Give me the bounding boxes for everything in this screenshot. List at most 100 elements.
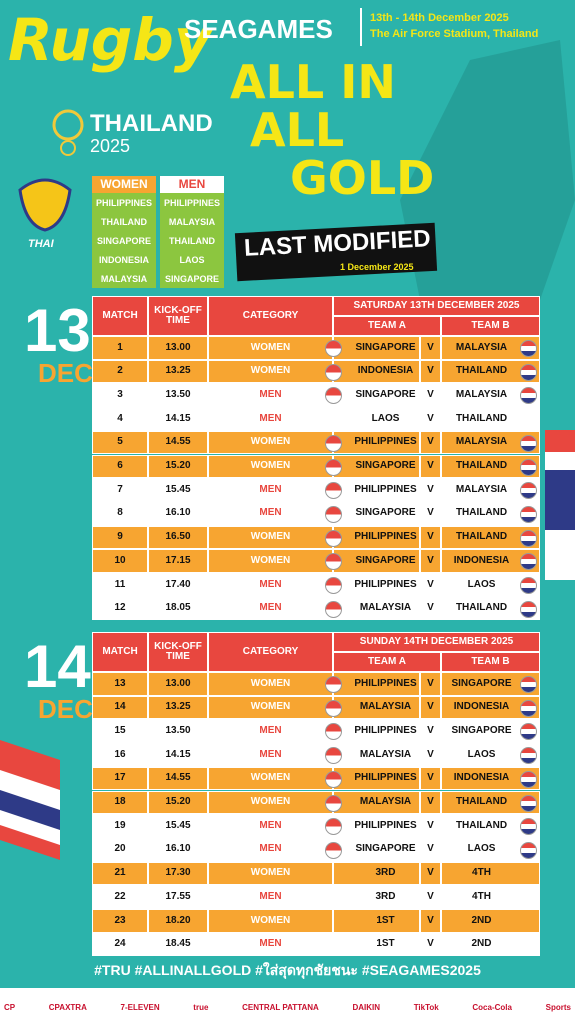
schedule-cell: MALAYSIA: [441, 430, 540, 455]
schedule-cell: 1: [92, 336, 148, 360]
schedule-cell: 13.50: [148, 719, 208, 744]
versus: V: [420, 672, 441, 696]
schedule-cell: PHILIPPINES: [333, 766, 420, 791]
column-header: TEAM B: [441, 316, 540, 336]
schedule-cell: 15.45: [148, 814, 208, 838]
schedule-cell: 11: [92, 573, 148, 597]
schedule-cell: MEN: [208, 596, 333, 621]
schedule-cell: MEN: [208, 383, 333, 408]
schedule-cell: PHILIPPINES: [333, 814, 420, 838]
team-list-title: MEN: [160, 176, 224, 193]
schedule-cell: MEN: [208, 573, 333, 597]
schedule-cell: SINGAPORE: [441, 719, 540, 744]
flag: [520, 747, 537, 765]
schedule-cell: 24: [92, 932, 148, 957]
versus: V: [420, 861, 441, 886]
schedule-cell: 13.50: [148, 383, 208, 408]
divider: [360, 8, 362, 46]
flag: [325, 505, 342, 523]
team-name: INDONESIA: [98, 254, 149, 265]
flag: [325, 600, 342, 618]
schedule-cell: WOMEN: [208, 909, 333, 933]
schedule-cell: MEN: [208, 719, 333, 744]
flag: [325, 434, 342, 452]
sponsor-logo: CENTRAL PATTANA: [242, 1002, 319, 1012]
schedule-cell: SINGAPORE: [333, 549, 420, 573]
team-name: SINGAPORE: [96, 235, 151, 246]
schedule-cell: MALAYSIA: [333, 695, 420, 720]
flag: [520, 434, 537, 452]
schedule-cell: 18.20: [148, 909, 208, 933]
host: THAILAND: [90, 110, 213, 137]
schedule-cell: 15.20: [148, 790, 208, 815]
schedule-cell: 17: [92, 766, 148, 791]
flag: [325, 340, 342, 357]
schedule-cell: LAOS: [441, 743, 540, 767]
schedule-cell: 1ST: [333, 909, 420, 933]
schedule-cell: INDONESIA: [441, 766, 540, 791]
flag: [325, 458, 342, 476]
year: 2025: [90, 136, 131, 156]
flag: [325, 363, 342, 381]
date-header: SUNDAY 14TH DECEMBER 2025: [333, 632, 540, 652]
schedule-cell: 16.50: [148, 525, 208, 550]
versus: V: [420, 430, 441, 455]
schedule-cell: MEN: [208, 501, 333, 526]
column-header: KICK-OFF TIME: [148, 632, 208, 672]
day-month: DEC: [38, 358, 93, 388]
versus: V: [420, 837, 441, 862]
schedule-cell: WOMEN: [208, 861, 333, 886]
flag: [520, 340, 537, 357]
schedule-cell: PHILIPPINES: [333, 672, 420, 696]
schedule-cell: WOMEN: [208, 695, 333, 720]
team-logo: THAI: [28, 238, 54, 250]
schedule-cell: 14: [92, 695, 148, 720]
flag: [520, 770, 537, 788]
schedule-cell: MEN: [208, 478, 333, 502]
schedule-cell: PHILIPPINES: [333, 719, 420, 744]
schedule-cell: 18.05: [148, 596, 208, 621]
schedule-cell: SINGAPORE: [333, 383, 420, 408]
schedule-cell: 15.20: [148, 454, 208, 479]
schedule-cell: MEN: [208, 932, 333, 957]
schedule-cell: 14.55: [148, 430, 208, 455]
day-month: DEC: [38, 694, 93, 724]
schedule-cell: 21: [92, 861, 148, 886]
schedule-cell: MALAYSIA: [441, 336, 540, 360]
column-header: MATCH: [92, 296, 148, 336]
schedule-cell: 16.10: [148, 501, 208, 526]
schedule-cell: MEN: [208, 837, 333, 862]
schedule-cell: LAOS: [441, 837, 540, 862]
flag: [325, 529, 342, 547]
schedule-cell: 13.00: [148, 672, 208, 696]
schedule-cell: 14.55: [148, 766, 208, 791]
flag: [520, 505, 537, 523]
team-list: MEN PHILIPPINES MALAYSIA THAILAND LAOS SINGAP…: [160, 176, 224, 288]
schedule-cell: 20: [92, 837, 148, 862]
schedule-cell: 6: [92, 454, 148, 479]
schedule-cell: SINGAPORE: [333, 501, 420, 526]
event: SEAGAMES: [184, 14, 333, 44]
schedule-cell: MEN: [208, 407, 333, 431]
schedule-cell: MALAYSIA: [333, 743, 420, 767]
flag: [325, 747, 342, 765]
versus: V: [420, 932, 441, 957]
flag: [520, 699, 537, 717]
column-header: TEAM B: [441, 652, 540, 672]
team-name: LAOS: [179, 254, 205, 265]
versus: V: [420, 695, 441, 720]
flag: [325, 841, 342, 859]
schedule-cell: 13: [92, 672, 148, 696]
slogan-line: ALL: [250, 103, 345, 157]
flag: [325, 482, 342, 500]
schedule-cell: MALAYSIA: [441, 478, 540, 502]
schedule-cell: MALAYSIA: [333, 790, 420, 815]
schedule-cell: 2: [92, 359, 148, 384]
team-name: THAILAND: [169, 235, 215, 246]
schedule-cell: 18: [92, 790, 148, 815]
sponsor-strip: CP CPAXTRA 7-ELEVEN true CENTRAL PATTANA DAIK…: [4, 994, 571, 1020]
schedule-cell: 15: [92, 719, 148, 744]
column-header: TEAM A: [333, 316, 441, 336]
versus: V: [420, 766, 441, 791]
team-name: SINGAPORE: [164, 273, 219, 284]
